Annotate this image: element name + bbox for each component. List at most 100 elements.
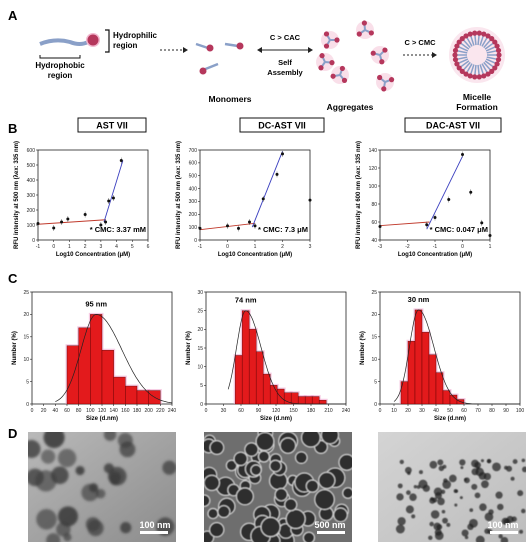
histogram-bar (248, 329, 257, 405)
tem-particle (446, 522, 451, 527)
tem-particle (314, 489, 335, 510)
x-tick-label: 6 (147, 244, 150, 250)
histogram-bar (66, 345, 79, 405)
x-tick-label: 40 (433, 408, 439, 414)
arrowhead-1 (183, 47, 188, 53)
micelle-head (485, 33, 491, 39)
micelle-head (456, 65, 462, 71)
data-point (66, 217, 70, 221)
tem-particle (255, 432, 275, 451)
tem-particle (409, 493, 417, 501)
histogram-bar (78, 327, 91, 405)
x-tick-label: 90 (503, 408, 509, 414)
tem-particle (475, 535, 485, 542)
histogram-bar (113, 376, 126, 405)
tem-particle (318, 471, 336, 490)
fit-curve (55, 314, 173, 404)
tem-particle (474, 492, 481, 499)
cmc-label: C > CMC (404, 38, 436, 47)
micelle-head (481, 31, 487, 37)
panel-label-a: A (8, 8, 18, 23)
tem-particle (244, 442, 259, 457)
tem-particle (463, 477, 470, 484)
data-point (261, 197, 265, 201)
chart-title-box (77, 117, 147, 133)
x-tick-label: 5 (131, 244, 134, 250)
micelle-label-1: Micelle (463, 92, 492, 102)
data-point (119, 159, 123, 162)
data-point (52, 226, 56, 230)
tem-particle (235, 487, 254, 506)
x-tick-label: 70 (475, 408, 481, 414)
x-tick-label: 0 (461, 244, 464, 250)
x-tick-label: -1 (198, 244, 203, 250)
micelle-head (494, 61, 500, 67)
data-point (308, 198, 312, 202)
tem-image-dc-ast-vii (204, 432, 352, 542)
tem-particle (411, 514, 416, 519)
histogram-bar (428, 354, 437, 405)
tem-particle (495, 491, 503, 499)
cac-label: C > CAC (270, 33, 301, 42)
aggregate-cluster (356, 20, 374, 39)
x-axis-label: Log10 Concentration (μM) (56, 252, 130, 258)
y-tick-label: 10 (197, 364, 203, 370)
micelle-head (489, 68, 495, 74)
x-tick-label: 180 (133, 408, 142, 414)
tem-particle (404, 466, 412, 474)
tem-particle (429, 521, 434, 527)
tem-particle (209, 440, 225, 455)
y-tick-label: 300 (27, 193, 36, 199)
micelle-head (454, 43, 460, 49)
size-histogram-dc-ast-vii: 0 30 60 90 120 150 180 210 240 0 5 10 15 20 25 30 Size (… (186, 290, 350, 422)
x-axis-label: Size (d.nm) (434, 416, 466, 422)
x-tick-label: 140 (109, 408, 118, 414)
x-axis-label: Size (d.nm) (260, 416, 292, 422)
y-tick-label: 140 (369, 148, 378, 154)
histogram-bar (290, 392, 299, 405)
x-tick-label: 60 (238, 408, 244, 414)
tem-particle (260, 516, 281, 538)
tem-particle (302, 531, 316, 542)
tem-particle (395, 524, 405, 534)
histogram-bar (435, 372, 444, 405)
size-histogram-ast-vii: 0 20 40 60 80 100 120 140 160 180 200 220 240 0 5 10 15 2… (12, 290, 176, 422)
x-tick-label: 10 (391, 408, 397, 414)
x-axis-label: Log10 Concentration (μM) (398, 252, 472, 258)
histogram-bar (241, 310, 250, 405)
histogram-bar (421, 332, 430, 405)
y-tick-label: 20 (197, 327, 203, 333)
data-point (461, 153, 464, 156)
y-tick-label: 80 (371, 202, 377, 208)
y-tick-label: 15 (371, 335, 377, 341)
x-tick-label: 200 (144, 408, 153, 414)
y-tick-label: 400 (27, 178, 36, 184)
tem-particle (484, 512, 494, 522)
data-point (226, 224, 229, 228)
y-tick-label: 5 (374, 379, 377, 385)
micelle-head (492, 65, 498, 71)
cmc-chart-ast-vii: AST VII-1 0 1 2 3 4 5 60100200300400500600Log10… (14, 117, 150, 258)
fit-line-red (379, 221, 430, 227)
tem-particle (428, 535, 433, 541)
tem-particle (300, 432, 321, 448)
arrowhead-left (257, 47, 262, 53)
x-tick-label: 100 (86, 408, 95, 414)
data-point (447, 198, 451, 201)
data-point (36, 222, 40, 225)
tem-particle (279, 437, 297, 454)
fit-line-blue (103, 160, 124, 223)
x-tick-label: 4 (115, 244, 118, 250)
x-tick-label: 20 (405, 408, 411, 414)
monomers-label: Monomers (209, 94, 252, 104)
tem-particle (486, 459, 491, 464)
tem-particle (433, 487, 443, 496)
tem-particle (429, 460, 438, 469)
micelle-head (476, 74, 482, 80)
y-tick-label: 10 (371, 357, 377, 363)
tem-particle (284, 498, 298, 512)
tem-particle (207, 507, 219, 520)
tem-particle (120, 522, 132, 534)
micelle-head (463, 33, 469, 39)
tem-particle (413, 485, 418, 489)
